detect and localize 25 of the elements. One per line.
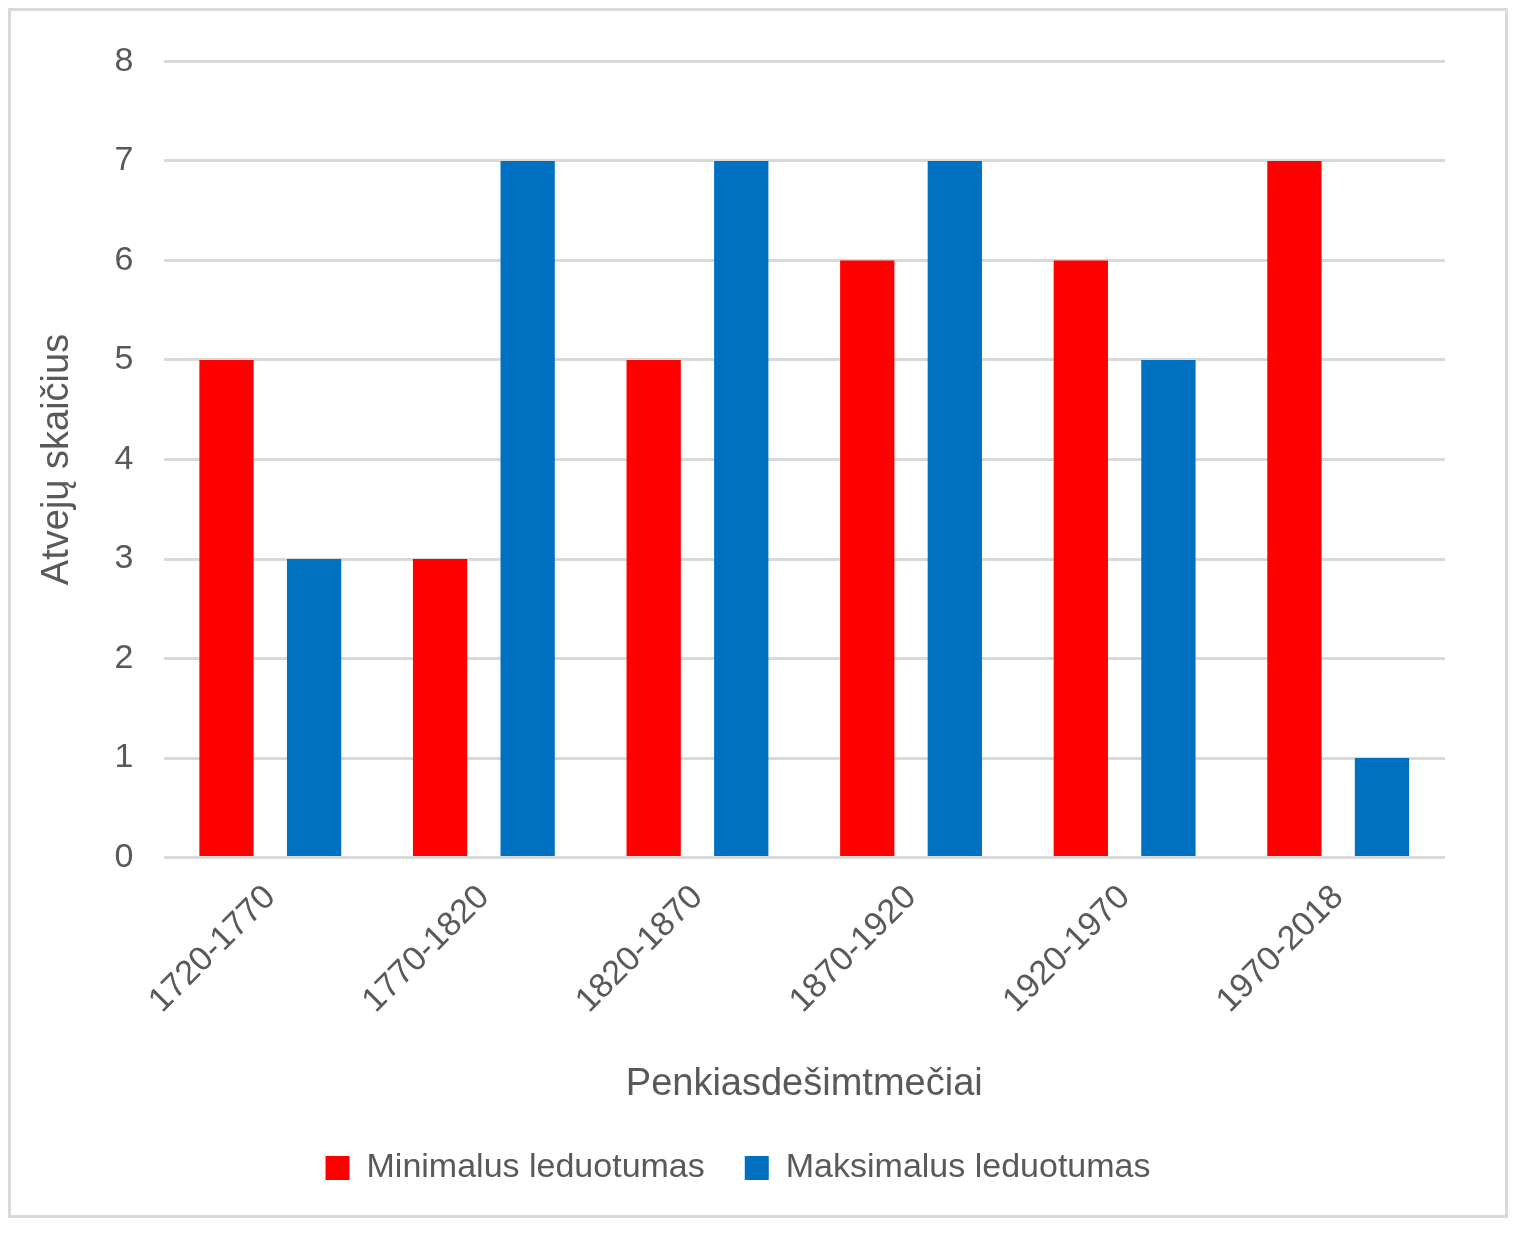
bar xyxy=(714,160,769,857)
y-tick-label: 2 xyxy=(114,636,134,675)
bar xyxy=(840,260,895,857)
bar xyxy=(1267,160,1322,857)
bar xyxy=(1141,359,1196,857)
bar xyxy=(1053,260,1108,857)
y-tick-label: 7 xyxy=(114,139,134,178)
y-tick-label: 1 xyxy=(114,736,134,775)
bar xyxy=(199,359,254,857)
bar xyxy=(1354,758,1410,857)
y-tick-label: 8 xyxy=(114,39,134,78)
y-tick-label: 6 xyxy=(114,238,134,277)
legend-label: Maksimalus leduotumas xyxy=(785,1146,1151,1185)
bar xyxy=(286,559,342,857)
y-tick-label: 3 xyxy=(114,537,134,576)
y-axis-title: Atvejų skaičius xyxy=(34,333,77,586)
bar xyxy=(927,160,982,857)
bar xyxy=(500,160,555,857)
y-tick-label: 0 xyxy=(114,835,134,874)
legend-label: Minimalus leduotumas xyxy=(366,1146,705,1185)
y-tick-label: 5 xyxy=(114,338,134,377)
y-tick-label: 4 xyxy=(114,437,134,476)
bar xyxy=(412,559,468,857)
bar xyxy=(626,359,681,857)
x-axis-title: Penkiasdešimtmečiai xyxy=(625,1060,983,1103)
